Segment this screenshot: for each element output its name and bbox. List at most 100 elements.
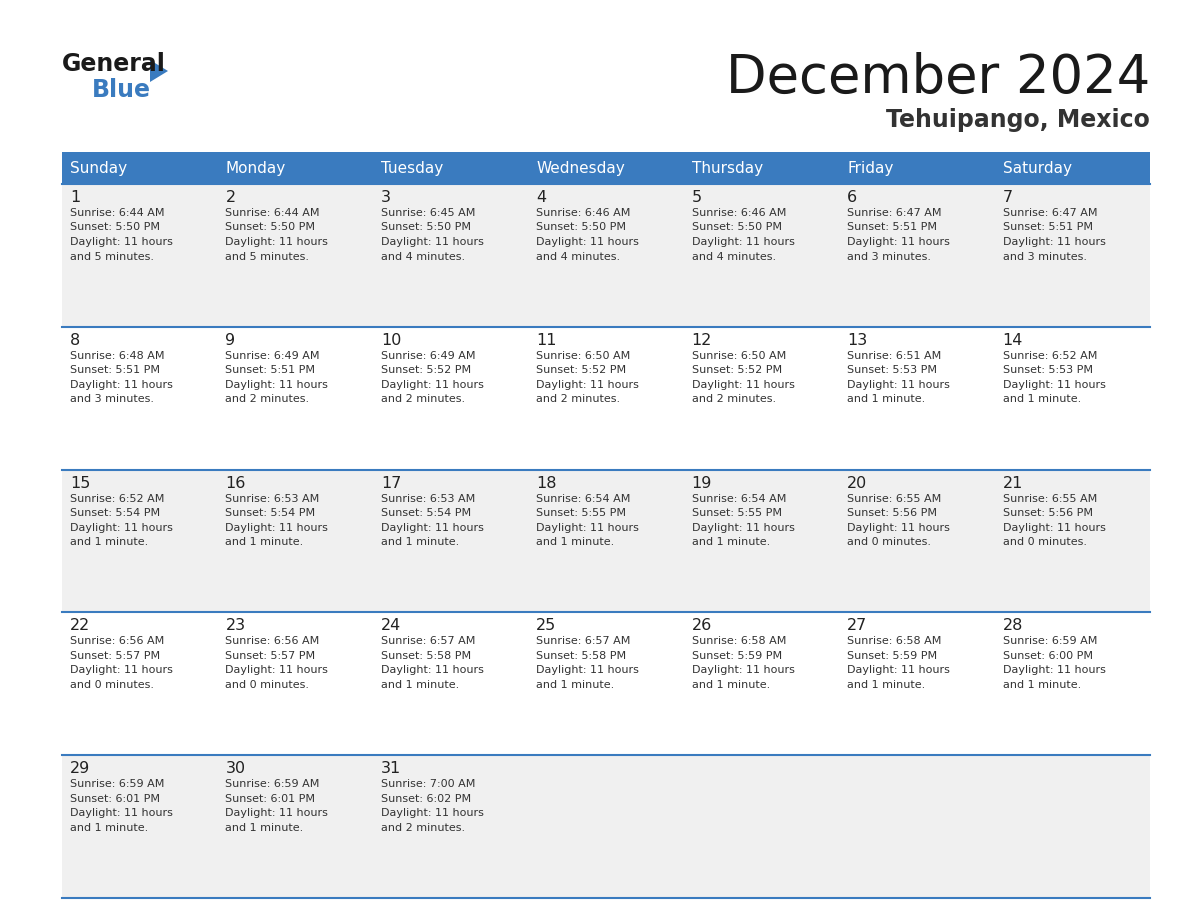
Text: Sunrise: 6:55 AM: Sunrise: 6:55 AM bbox=[1003, 494, 1097, 504]
Text: Daylight: 11 hours: Daylight: 11 hours bbox=[226, 237, 328, 247]
Bar bbox=[529, 327, 684, 470]
Bar bbox=[994, 756, 1150, 898]
Text: 14: 14 bbox=[1003, 333, 1023, 348]
Text: Sunset: 5:50 PM: Sunset: 5:50 PM bbox=[381, 222, 470, 232]
Text: Daylight: 11 hours: Daylight: 11 hours bbox=[70, 666, 173, 676]
Text: and 2 minutes.: and 2 minutes. bbox=[691, 395, 776, 404]
Text: 2: 2 bbox=[226, 190, 235, 205]
Bar bbox=[62, 184, 217, 327]
Text: 20: 20 bbox=[847, 476, 867, 490]
Text: and 1 minute.: and 1 minute. bbox=[691, 680, 770, 690]
Text: 16: 16 bbox=[226, 476, 246, 490]
Bar bbox=[994, 612, 1150, 756]
Text: Sunrise: 6:54 AM: Sunrise: 6:54 AM bbox=[691, 494, 786, 504]
Text: Sunrise: 6:51 AM: Sunrise: 6:51 AM bbox=[847, 351, 941, 361]
Text: and 3 minutes.: and 3 minutes. bbox=[70, 395, 154, 404]
Text: Sunset: 5:59 PM: Sunset: 5:59 PM bbox=[691, 651, 782, 661]
Text: 29: 29 bbox=[70, 761, 90, 777]
Text: Sunrise: 6:54 AM: Sunrise: 6:54 AM bbox=[536, 494, 631, 504]
Text: Sunset: 5:51 PM: Sunset: 5:51 PM bbox=[226, 365, 316, 375]
Text: Sunset: 5:57 PM: Sunset: 5:57 PM bbox=[70, 651, 160, 661]
Text: General: General bbox=[62, 52, 166, 76]
Text: Daylight: 11 hours: Daylight: 11 hours bbox=[381, 522, 484, 532]
Bar bbox=[529, 184, 684, 327]
Text: Daylight: 11 hours: Daylight: 11 hours bbox=[226, 666, 328, 676]
Bar bbox=[217, 152, 373, 184]
Text: 8: 8 bbox=[70, 333, 81, 348]
Text: and 5 minutes.: and 5 minutes. bbox=[226, 252, 309, 262]
Text: Sunset: 5:51 PM: Sunset: 5:51 PM bbox=[1003, 222, 1093, 232]
Bar bbox=[994, 470, 1150, 612]
Bar bbox=[373, 612, 529, 756]
Text: Sunset: 6:02 PM: Sunset: 6:02 PM bbox=[381, 794, 470, 803]
Bar bbox=[62, 612, 217, 756]
Text: Daylight: 11 hours: Daylight: 11 hours bbox=[381, 808, 484, 818]
Text: Sunrise: 6:58 AM: Sunrise: 6:58 AM bbox=[691, 636, 786, 646]
Bar bbox=[684, 152, 839, 184]
Text: 22: 22 bbox=[70, 619, 90, 633]
Bar bbox=[839, 470, 994, 612]
Text: and 4 minutes.: and 4 minutes. bbox=[691, 252, 776, 262]
Text: Daylight: 11 hours: Daylight: 11 hours bbox=[691, 666, 795, 676]
Text: Sunset: 5:52 PM: Sunset: 5:52 PM bbox=[536, 365, 626, 375]
Bar bbox=[217, 756, 373, 898]
Text: Sunrise: 6:57 AM: Sunrise: 6:57 AM bbox=[381, 636, 475, 646]
Text: Sunrise: 6:47 AM: Sunrise: 6:47 AM bbox=[847, 208, 942, 218]
Text: and 1 minute.: and 1 minute. bbox=[847, 680, 925, 690]
Text: Sunrise: 6:46 AM: Sunrise: 6:46 AM bbox=[691, 208, 786, 218]
Text: Daylight: 11 hours: Daylight: 11 hours bbox=[70, 237, 173, 247]
Text: Sunset: 5:54 PM: Sunset: 5:54 PM bbox=[226, 508, 316, 518]
Text: and 4 minutes.: and 4 minutes. bbox=[381, 252, 465, 262]
Text: and 2 minutes.: and 2 minutes. bbox=[536, 395, 620, 404]
Text: Sunrise: 6:58 AM: Sunrise: 6:58 AM bbox=[847, 636, 942, 646]
Text: 6: 6 bbox=[847, 190, 858, 205]
Text: and 1 minute.: and 1 minute. bbox=[226, 823, 304, 833]
Text: 7: 7 bbox=[1003, 190, 1012, 205]
Text: Sunrise: 6:46 AM: Sunrise: 6:46 AM bbox=[536, 208, 631, 218]
Bar bbox=[994, 327, 1150, 470]
Text: and 1 minute.: and 1 minute. bbox=[381, 680, 459, 690]
Text: 10: 10 bbox=[381, 333, 402, 348]
Text: and 1 minute.: and 1 minute. bbox=[381, 537, 459, 547]
Bar bbox=[373, 470, 529, 612]
Text: 9: 9 bbox=[226, 333, 235, 348]
Bar bbox=[217, 327, 373, 470]
Text: Sunset: 5:50 PM: Sunset: 5:50 PM bbox=[70, 222, 160, 232]
Text: Sunset: 5:54 PM: Sunset: 5:54 PM bbox=[381, 508, 470, 518]
Text: Sunset: 5:51 PM: Sunset: 5:51 PM bbox=[847, 222, 937, 232]
Text: Sunset: 6:01 PM: Sunset: 6:01 PM bbox=[70, 794, 160, 803]
Text: Sunrise: 6:56 AM: Sunrise: 6:56 AM bbox=[226, 636, 320, 646]
Text: and 2 minutes.: and 2 minutes. bbox=[381, 823, 465, 833]
Text: 28: 28 bbox=[1003, 619, 1023, 633]
Text: Sunset: 5:58 PM: Sunset: 5:58 PM bbox=[536, 651, 626, 661]
Bar bbox=[373, 756, 529, 898]
Bar bbox=[217, 184, 373, 327]
Text: 27: 27 bbox=[847, 619, 867, 633]
Text: 5: 5 bbox=[691, 190, 702, 205]
Text: Daylight: 11 hours: Daylight: 11 hours bbox=[226, 522, 328, 532]
Text: and 0 minutes.: and 0 minutes. bbox=[226, 680, 309, 690]
Text: Daylight: 11 hours: Daylight: 11 hours bbox=[536, 237, 639, 247]
Text: Sunset: 6:00 PM: Sunset: 6:00 PM bbox=[1003, 651, 1093, 661]
Text: Sunset: 5:56 PM: Sunset: 5:56 PM bbox=[1003, 508, 1093, 518]
Text: and 0 minutes.: and 0 minutes. bbox=[847, 537, 931, 547]
Bar bbox=[839, 756, 994, 898]
Text: Sunrise: 7:00 AM: Sunrise: 7:00 AM bbox=[381, 779, 475, 789]
Text: Daylight: 11 hours: Daylight: 11 hours bbox=[847, 666, 950, 676]
Text: and 3 minutes.: and 3 minutes. bbox=[1003, 252, 1087, 262]
Text: 19: 19 bbox=[691, 476, 712, 490]
Text: Sunday: Sunday bbox=[70, 161, 127, 175]
Text: and 1 minute.: and 1 minute. bbox=[847, 395, 925, 404]
Text: and 0 minutes.: and 0 minutes. bbox=[1003, 537, 1087, 547]
Text: Daylight: 11 hours: Daylight: 11 hours bbox=[691, 237, 795, 247]
Text: 3: 3 bbox=[381, 190, 391, 205]
Text: and 1 minute.: and 1 minute. bbox=[70, 823, 148, 833]
Bar bbox=[529, 756, 684, 898]
Bar bbox=[684, 470, 839, 612]
Text: Sunrise: 6:56 AM: Sunrise: 6:56 AM bbox=[70, 636, 164, 646]
Text: 11: 11 bbox=[536, 333, 557, 348]
Bar bbox=[684, 184, 839, 327]
Text: Sunset: 5:50 PM: Sunset: 5:50 PM bbox=[226, 222, 316, 232]
Text: Sunrise: 6:52 AM: Sunrise: 6:52 AM bbox=[70, 494, 164, 504]
Text: 13: 13 bbox=[847, 333, 867, 348]
